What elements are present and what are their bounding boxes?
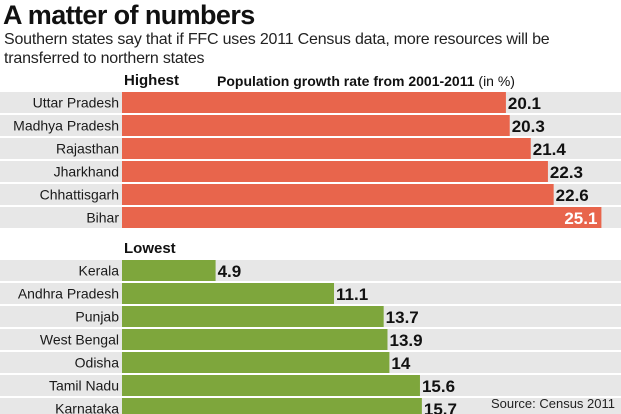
- highest-bar-rajasthan: [122, 138, 531, 159]
- lowest-bar-tamil-nadu: [122, 375, 420, 396]
- highest-value-label: 20.1: [508, 94, 541, 113]
- source-note: Source: Census 2011: [490, 396, 615, 411]
- chart-title: A matter of numbers: [3, 0, 255, 30]
- lowest-value-label: 13.9: [389, 331, 422, 350]
- lowest-category-label: Punjab: [75, 309, 119, 325]
- lowest-bar-andhra-pradesh: [122, 283, 335, 304]
- metric-label: Population growth rate from 2001-2011 (i…: [217, 73, 515, 89]
- lowest-category-label: Karnataka: [55, 401, 119, 414]
- lowest-category-label: Andhra Pradesh: [18, 286, 119, 302]
- lowest-value-label: 14: [391, 354, 410, 373]
- highest-bar-madhya-pradesh: [122, 115, 510, 136]
- lowest-bar-karnataka: [122, 398, 422, 414]
- highest-category-label: Chhattisgarh: [40, 187, 119, 203]
- highest-group-label: Highest: [124, 72, 180, 89]
- highest-bar-uttar-pradesh: [122, 92, 506, 113]
- lowest-value-label: 4.9: [218, 262, 242, 281]
- lowest-bar-kerala: [122, 260, 216, 281]
- highest-value-label: 20.3: [512, 117, 545, 136]
- lowest-category-label: Kerala: [79, 263, 120, 279]
- highest-category-label: Rajasthan: [56, 141, 119, 157]
- highest-bar-chhattisgarh: [122, 184, 554, 205]
- lowest-bar-west-bengal: [122, 329, 388, 350]
- highest-value-label: 21.4: [533, 140, 567, 159]
- lowest-group-label: Lowest: [124, 240, 176, 257]
- lowest-category-label: Odisha: [75, 355, 120, 371]
- highest-category-label: Bihar: [86, 210, 119, 226]
- highest-value-label: 22.6: [556, 186, 589, 205]
- lowest-value-label: 13.7: [386, 308, 419, 327]
- highest-value-label: 25.1: [564, 209, 597, 228]
- highest-category-label: Jharkhand: [54, 164, 119, 180]
- chart-subtitle: Southern states say that if FFC uses 201…: [4, 31, 550, 67]
- lowest-value-label: 11.1: [336, 285, 368, 304]
- highest-bar-jharkhand: [122, 161, 548, 182]
- highest-value-label: 22.3: [550, 163, 583, 182]
- lowest-value-label: 15.7: [424, 400, 457, 414]
- highest-bar-bihar: [122, 207, 602, 228]
- metric-label-text: Population growth rate from 2001-2011: [217, 73, 475, 89]
- metric-unit: (in %): [478, 73, 515, 89]
- lowest-value-label: 15.6: [422, 377, 455, 396]
- highest-category-label: Uttar Pradesh: [33, 95, 119, 111]
- lowest-bar-punjab: [122, 306, 384, 327]
- lowest-bar-odisha: [122, 352, 390, 373]
- lowest-category-label: West Bengal: [40, 332, 119, 348]
- lowest-category-label: Tamil Nadu: [49, 378, 119, 394]
- highest-category-label: Madhya Pradesh: [13, 118, 119, 134]
